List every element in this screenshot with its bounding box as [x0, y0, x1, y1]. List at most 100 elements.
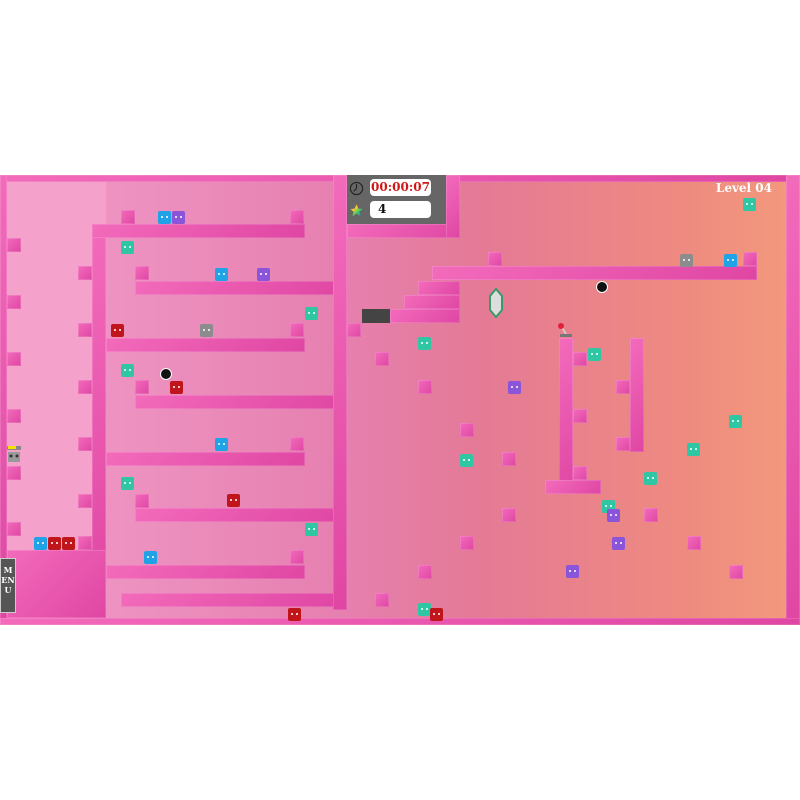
- wall-block: [375, 352, 389, 366]
- wall-block: [106, 565, 305, 579]
- level-label: Level 04: [715, 181, 772, 195]
- wall-block: [78, 494, 92, 508]
- blue-block: [215, 438, 228, 451]
- wall-block: [7, 295, 21, 309]
- wall-block: [0, 175, 7, 625]
- wall-block: [573, 466, 587, 480]
- black-ball-enemy: [596, 281, 608, 293]
- blue-block: [158, 211, 171, 224]
- wall-block: [78, 323, 92, 337]
- clock-icon: [349, 181, 364, 196]
- wall-block: [106, 452, 305, 466]
- wall-block: [290, 210, 304, 224]
- teal-block: [121, 477, 134, 490]
- grey-block: [680, 254, 693, 267]
- game-board[interactable]: 00:00:07 4 Level 04 MENU: [0, 175, 800, 625]
- wall-block: [460, 423, 474, 437]
- wall-block: [135, 508, 340, 522]
- wall-block: [786, 175, 800, 625]
- teal-block: [588, 348, 601, 361]
- red-block: [48, 537, 61, 550]
- wall-block: [135, 395, 340, 409]
- red-block: [227, 494, 240, 507]
- blue-block: [144, 551, 157, 564]
- wall-block: [390, 309, 460, 323]
- teal-block: [644, 472, 657, 485]
- wall-block: [347, 224, 460, 238]
- player-robot: [7, 446, 21, 462]
- wall-block: [644, 508, 658, 522]
- red-block: [62, 537, 75, 550]
- wall-block: [121, 210, 135, 224]
- wall-block: [333, 175, 347, 610]
- red-block: [111, 324, 124, 337]
- wall-block: [7, 409, 21, 423]
- wall-block: [92, 224, 106, 618]
- purple-block: [508, 381, 521, 394]
- wall-block: [375, 593, 389, 607]
- wall-block: [545, 480, 601, 494]
- wall-block: [7, 522, 21, 536]
- wall-block: [290, 437, 304, 451]
- teal-block: [418, 337, 431, 350]
- wall-block: [135, 281, 340, 295]
- score-display: 4: [370, 201, 431, 218]
- wall-block: [432, 266, 757, 280]
- purple-block: [566, 565, 579, 578]
- purple-block: [607, 509, 620, 522]
- wall-block: [418, 380, 432, 394]
- wall-block: [78, 437, 92, 451]
- wall-block: [0, 618, 800, 625]
- wall-block: [7, 352, 21, 366]
- teal-block: [743, 198, 756, 211]
- wall-block: [502, 508, 516, 522]
- crystal-portal-icon: [489, 288, 503, 318]
- wall-block: [573, 352, 587, 366]
- wall-block: [559, 338, 573, 494]
- wall-block: [729, 565, 743, 579]
- purple-block: [257, 268, 270, 281]
- wall-block: [106, 338, 305, 352]
- teal-block: [729, 415, 742, 428]
- wall-block: [135, 494, 149, 508]
- teal-block: [687, 443, 700, 456]
- teal-block: [121, 241, 134, 254]
- wall-block: [78, 380, 92, 394]
- teal-block: [305, 307, 318, 320]
- wall-block: [502, 452, 516, 466]
- red-block: [430, 608, 443, 621]
- black-ball-enemy: [160, 368, 172, 380]
- wall-block: [78, 266, 92, 280]
- purple-block: [172, 211, 185, 224]
- teal-block: [305, 523, 318, 536]
- rainbow-star-icon: [350, 204, 363, 217]
- wall-block: [418, 565, 432, 579]
- hud-panel: 00:00:07 4: [347, 175, 446, 224]
- teal-block: [418, 603, 431, 616]
- blue-block: [215, 268, 228, 281]
- wall-block: [460, 536, 474, 550]
- wall-block: [573, 409, 587, 423]
- wall-block: [404, 295, 460, 309]
- wall-block: [743, 252, 757, 266]
- wall-block: [616, 437, 630, 451]
- wall-block: [687, 536, 701, 550]
- wall-block: [7, 466, 21, 480]
- wall-block: [290, 550, 304, 564]
- teal-block: [460, 454, 473, 467]
- grey-block: [200, 324, 213, 337]
- lever-switch-icon: [558, 323, 572, 337]
- red-block: [288, 608, 301, 621]
- blue-block: [34, 537, 47, 550]
- wall-block: [135, 266, 149, 280]
- wall-block: [92, 224, 305, 238]
- wall-block: [7, 550, 106, 618]
- wall-block: [446, 175, 460, 238]
- wall-block: [630, 338, 644, 452]
- purple-block: [612, 537, 625, 550]
- menu-button[interactable]: MENU: [0, 558, 16, 613]
- wall-block: [135, 380, 149, 394]
- blue-block: [724, 254, 737, 267]
- wall-block: [616, 380, 630, 394]
- wall-block: [347, 323, 361, 337]
